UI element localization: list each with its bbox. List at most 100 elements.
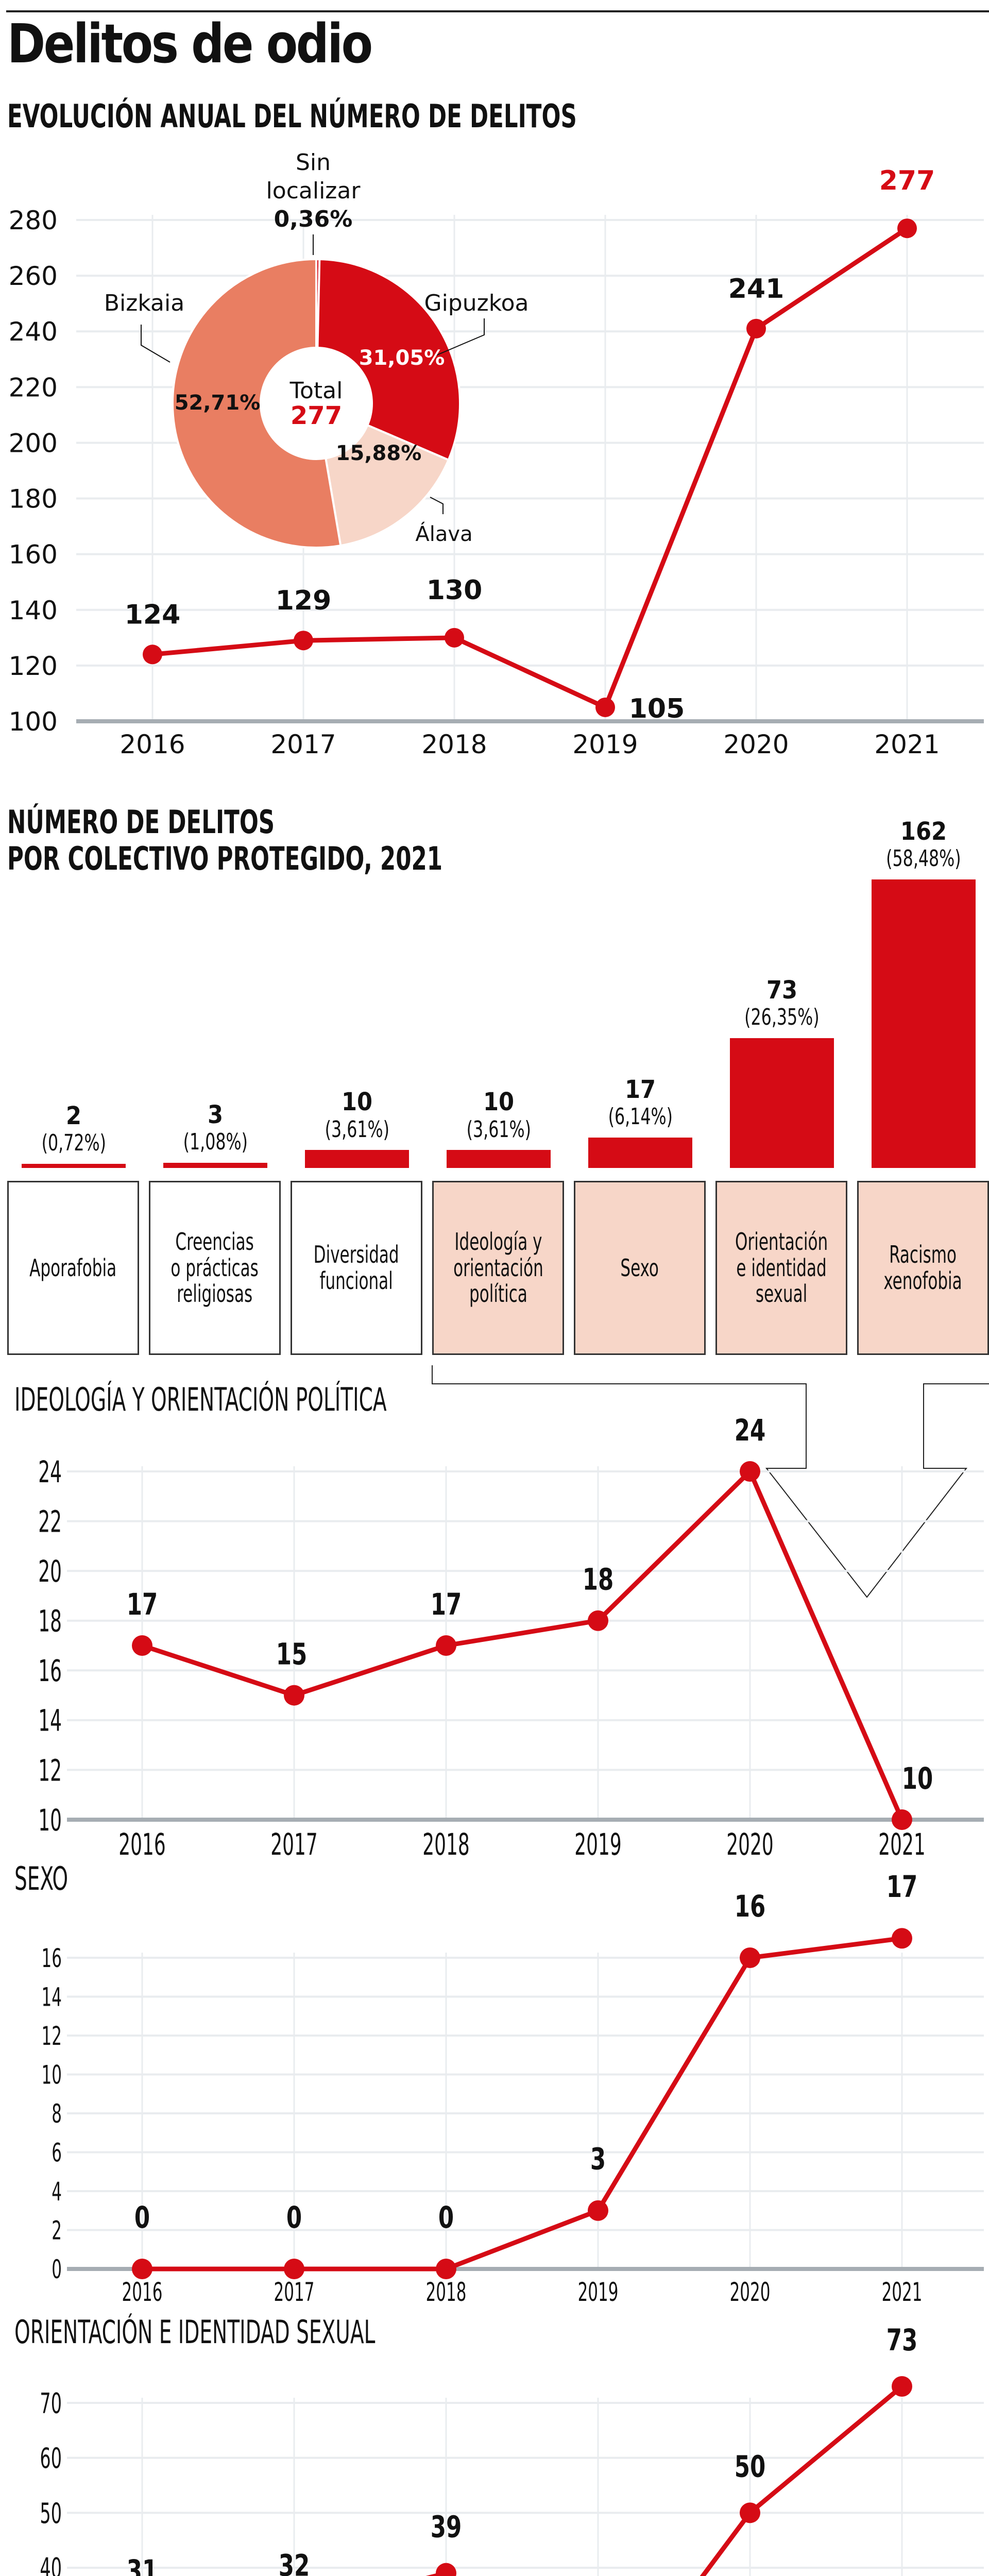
x-tick-label: 2021 [874, 730, 940, 759]
data-label: 0 [286, 2200, 302, 2235]
data-point [132, 2259, 152, 2279]
y-tick-label: 10 [42, 2060, 62, 2090]
slice-percent: 31,05% [359, 346, 445, 370]
slice-percent: 15,88% [336, 442, 422, 465]
x-tick-label: 2018 [426, 2277, 467, 2307]
x-tick-label: 2020 [730, 2277, 771, 2307]
category-box: Diversidad funcional [291, 1181, 422, 1355]
category-box: Ideología y orientación política [432, 1181, 564, 1355]
category-box: Creencias o prácticas religiosas [149, 1181, 281, 1355]
y-tick-label: 280 [9, 206, 58, 235]
series-line [152, 226, 909, 710]
data-label: 124 [125, 599, 181, 630]
data-point [897, 218, 917, 239]
bar [588, 1138, 692, 1168]
y-tick-label: 10 [38, 1803, 62, 1838]
x-tick-label: 2016 [122, 2277, 163, 2307]
y-tick-label: 20 [38, 1554, 62, 1589]
data-point [132, 1635, 152, 1656]
data-label: 39 [431, 2510, 462, 2545]
category-label: Creencias o prácticas religiosas [170, 1228, 259, 1308]
y-tick-label: 220 [9, 372, 58, 402]
x-tick-label: 2017 [270, 730, 336, 759]
bar-percent: (6,14%) [608, 1104, 673, 1130]
category-label: Ideología y orientación política [453, 1228, 543, 1308]
data-label: 50 [735, 2449, 766, 2484]
bar-value-label: 3 (1,08%) [148, 1100, 282, 1156]
x-tick-label: 2021 [882, 2277, 923, 2307]
data-point [740, 2502, 760, 2523]
data-point [284, 2259, 304, 2279]
x-tick-label: 2018 [422, 1827, 470, 1862]
slice-name: Gipuzkoa [424, 290, 528, 316]
bar-value: 162 [900, 817, 947, 846]
x-tick-label: 2017 [274, 2277, 315, 2307]
x-tick-label: 2017 [270, 1827, 318, 1862]
bar [872, 879, 976, 1168]
data-point [746, 318, 766, 338]
bar-percent: (1,08%) [183, 1128, 248, 1155]
y-tick-label: 160 [9, 540, 58, 570]
data-label: 18 [583, 1563, 614, 1598]
bar-value: 73 [766, 975, 798, 1005]
y-tick-label: 4 [52, 2176, 62, 2207]
y-tick-label: 40 [40, 2552, 62, 2576]
donut-center-value: 277 [291, 401, 342, 430]
bar [22, 1164, 126, 1168]
data-point [143, 645, 162, 665]
y-tick-label: 70 [40, 2387, 62, 2420]
y-tick-label: 200 [9, 428, 58, 458]
data-label: 31 [127, 2554, 158, 2576]
data-point [284, 1685, 304, 1706]
data-label: 10 [902, 1761, 933, 1797]
data-point [595, 697, 615, 717]
slice-name: Bizkaia [104, 290, 184, 316]
orientation-chart-title: ORIENTACIÓN E IDENTIDAD SEXUAL [14, 2313, 376, 2351]
bar-percent: (3,61%) [466, 1116, 531, 1143]
category-label: Diversidad funcional [314, 1241, 399, 1295]
ideology-chart-title: IDEOLOGÍA Y ORIENTACIÓN POLÍTICA [14, 1381, 387, 1418]
y-tick-label: 260 [9, 261, 58, 291]
data-label: 17 [431, 1587, 462, 1622]
x-tick-label: 2020 [726, 1827, 774, 1862]
annual-line-chart: 100 120 140 160 180 200 220 240 260 280 2016 2017 20… [9, 149, 984, 759]
slice-percent: 0,36% [274, 206, 353, 232]
x-tick-label: 2019 [574, 1827, 622, 1862]
y-tick-label: 14 [42, 1982, 62, 2012]
category-box: Sexo [574, 1181, 706, 1355]
bar-value: 3 [207, 1100, 224, 1129]
data-point [445, 628, 464, 648]
bar [447, 1150, 551, 1168]
data-point [436, 1635, 456, 1656]
top-rule [6, 10, 989, 12]
data-point [294, 631, 313, 651]
category-box: Orientación e identidad sexual [715, 1181, 847, 1355]
data-label: 17 [886, 1870, 918, 1905]
bar [163, 1162, 267, 1168]
data-point [892, 2376, 912, 2397]
category-label: Aporafobia [29, 1253, 117, 1282]
x-tick-label: 2019 [578, 2277, 619, 2307]
y-tick-label: 60 [40, 2442, 62, 2475]
bar-value-label: 10 (3,61%) [290, 1088, 424, 1143]
y-tick-label: 0 [52, 2254, 62, 2284]
bar-percent: (58,48%) [886, 845, 961, 872]
y-tick-label: 8 [52, 2098, 62, 2129]
bracket-arrow [432, 1365, 989, 1598]
y-tick-label: 2 [52, 2215, 62, 2246]
donut-hole [261, 348, 372, 459]
slice-percent: 52,71% [175, 391, 261, 415]
series-line [142, 1936, 902, 2272]
y-tick-label: 14 [38, 1704, 62, 1738]
leader-line [141, 325, 170, 363]
bar-value-label: 10 (3,61%) [432, 1088, 566, 1143]
data-point [740, 1947, 760, 1968]
data-label: 17 [127, 1587, 158, 1622]
sex-chart-title: SEXO [14, 1860, 69, 1897]
data-label: 130 [427, 575, 483, 606]
y-tick-label: 12 [42, 2021, 62, 2051]
slice-name: Sin [296, 149, 331, 176]
slice-name: localizar [266, 178, 361, 204]
bar-chart-title: NÚMERO DE DELITOS POR COLECTIVO PROTEGID… [7, 804, 442, 877]
y-tick-label: 16 [42, 1943, 62, 1973]
